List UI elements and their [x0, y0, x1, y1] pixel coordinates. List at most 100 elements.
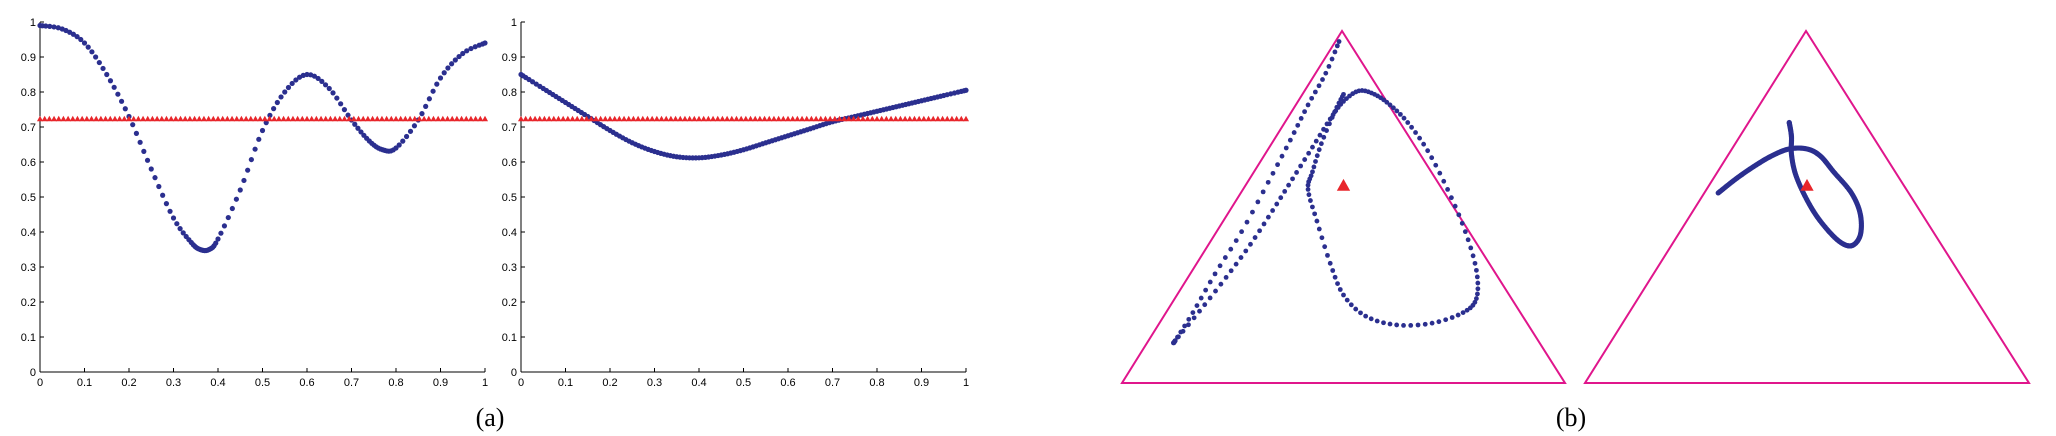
curve-point	[452, 57, 458, 63]
curve-point	[407, 128, 414, 134]
reference-point	[822, 115, 829, 122]
y-tick-label: 0.8	[502, 87, 517, 99]
y-tick-label: 0.2	[21, 297, 36, 309]
curve-point	[437, 75, 444, 81]
reference-point	[439, 115, 446, 122]
reference-point	[761, 115, 768, 122]
reference-point	[378, 115, 385, 122]
trajectory-point	[1329, 56, 1335, 62]
curve-point	[47, 23, 53, 29]
curve-point	[107, 78, 114, 84]
trajectory-point	[1462, 229, 1468, 235]
curve-point	[400, 138, 406, 144]
y-tick-label: 0.6	[21, 157, 36, 169]
curve-point	[271, 106, 277, 112]
x-tick-label: 0.6	[299, 377, 314, 389]
trajectory-point	[1295, 122, 1301, 128]
trajectory-point	[1248, 241, 1253, 247]
reference-point	[517, 115, 525, 122]
reference-point	[541, 115, 548, 122]
trajectory-point	[1452, 203, 1458, 209]
reference-point	[481, 115, 489, 122]
reference-point	[280, 115, 287, 122]
reference-point	[836, 115, 843, 122]
curve-point	[156, 183, 162, 190]
curve-point	[122, 106, 128, 112]
trajectory-point	[1429, 155, 1435, 161]
curve-point	[51, 24, 57, 30]
reference-point	[864, 115, 871, 122]
y-tick-label: 0.5	[502, 192, 517, 204]
trajectory-point	[1394, 108, 1400, 114]
trajectory-point	[1415, 322, 1421, 328]
trajectory-point	[1228, 268, 1234, 274]
reference-point	[677, 115, 684, 122]
trajectory-point	[1468, 245, 1474, 251]
reference-point	[107, 115, 114, 122]
reference-point	[859, 115, 866, 122]
reference-point	[374, 115, 381, 122]
curve-point	[43, 23, 49, 29]
curve-point	[338, 101, 344, 107]
trajectory-point	[1282, 189, 1288, 194]
trajectory-point	[1244, 219, 1250, 225]
trajectory-point	[1316, 83, 1322, 89]
reference-point	[681, 115, 688, 122]
reference-point	[878, 115, 885, 122]
curve-point	[256, 136, 262, 142]
reference-point	[780, 115, 787, 122]
trajectory-point	[1198, 295, 1204, 301]
curve-point	[430, 88, 436, 94]
x-tick-label: 0.8	[869, 377, 884, 389]
trajectory-point	[1316, 226, 1322, 232]
y-tick-label: 0	[30, 367, 36, 379]
curve-point	[229, 205, 235, 212]
reference-point	[383, 115, 390, 122]
trajectory-point	[1257, 228, 1262, 234]
reference-point	[285, 115, 292, 122]
trajectory-point	[1474, 267, 1479, 273]
curve-point	[330, 90, 336, 96]
reference-point	[336, 115, 343, 122]
x-tick-label: 0	[37, 377, 43, 389]
x-tick-label: 0.6	[780, 377, 795, 389]
reference-point	[569, 115, 576, 122]
curve-point	[341, 107, 348, 113]
reference-point	[243, 115, 250, 122]
x-tick-label: 0.3	[647, 377, 662, 389]
reference-point	[93, 115, 100, 122]
trajectory-point	[1180, 328, 1186, 334]
reference-point	[728, 115, 735, 122]
trajectory-point	[1218, 281, 1224, 287]
reference-point	[229, 115, 236, 122]
reference-point	[738, 115, 745, 122]
reference-point	[121, 115, 128, 122]
trajectory-point	[1353, 306, 1359, 312]
reference-point	[756, 115, 763, 122]
reference-point	[546, 115, 553, 122]
y-tick-label: 0.1	[502, 332, 517, 344]
reference-point	[355, 115, 362, 122]
x-tick-label: 0.1	[77, 377, 92, 389]
curve-point	[148, 166, 154, 172]
reference-point	[606, 115, 614, 122]
center-marker	[1800, 178, 1814, 191]
reference-point	[663, 115, 670, 122]
curve-point	[70, 31, 76, 37]
trajectory-point	[1330, 268, 1336, 273]
reference-point	[831, 115, 838, 122]
curve-point	[115, 91, 121, 97]
reference-point	[925, 115, 932, 122]
trajectory-point	[1327, 260, 1333, 266]
reference-point	[177, 115, 184, 122]
trajectory-point	[1322, 244, 1328, 250]
curve-point	[252, 146, 258, 152]
reference-point	[135, 115, 142, 122]
curve-point	[89, 49, 95, 55]
trajectory-point	[1421, 141, 1427, 147]
reference-point	[635, 115, 642, 122]
reference-point	[318, 115, 325, 122]
trajectory-point	[1317, 132, 1323, 138]
reference-point	[564, 115, 571, 122]
reference-point	[79, 115, 86, 122]
